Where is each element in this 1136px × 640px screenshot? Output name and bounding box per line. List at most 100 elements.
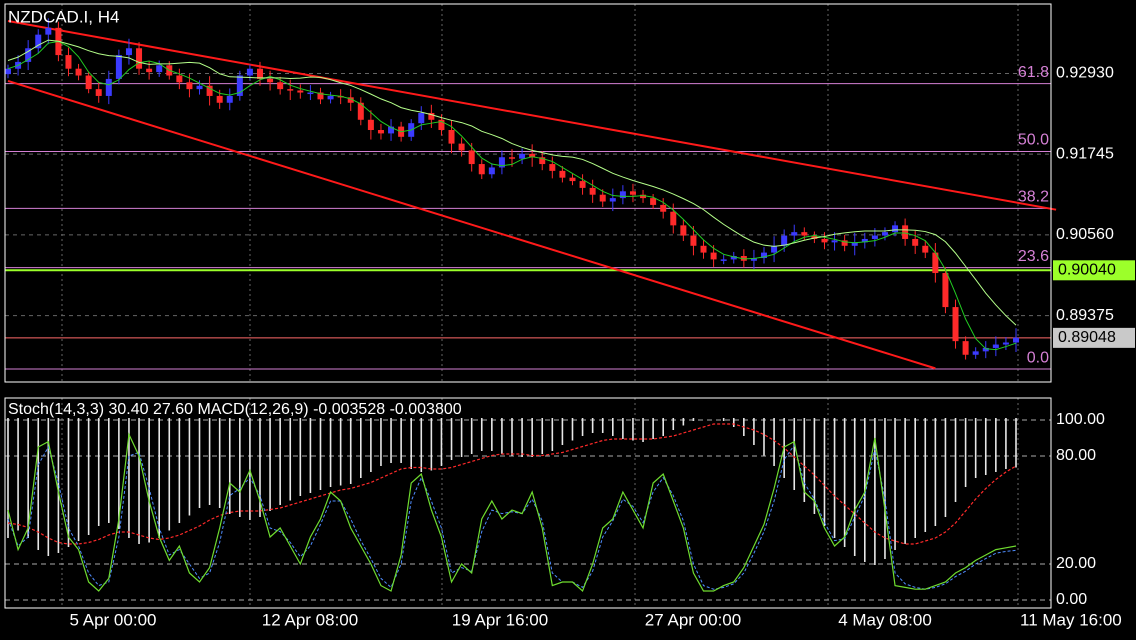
- price-tick-label: 0.89375: [1056, 307, 1114, 324]
- channel-upper-line: [7, 20, 1057, 211]
- candle-body: [952, 307, 959, 342]
- candle-body: [922, 245, 929, 253]
- candle-body: [811, 235, 818, 239]
- candle-body: [720, 259, 727, 261]
- candle-body: [529, 153, 536, 158]
- candle-body: [559, 170, 566, 178]
- candle-body: [670, 211, 677, 226]
- candle-body: [75, 68, 82, 76]
- candle-body: [65, 55, 72, 69]
- candle-body: [549, 164, 556, 171]
- candle-body: [831, 240, 838, 243]
- price-levels: [5, 269, 1051, 339]
- candle-body: [609, 198, 616, 202]
- price-tick-label: 0.92930: [1056, 65, 1114, 82]
- candle-body: [579, 181, 586, 188]
- candle-body: [95, 89, 102, 96]
- candle-body: [498, 157, 505, 168]
- candle-body: [761, 252, 767, 259]
- candle-body: [640, 194, 647, 199]
- candle-body: [317, 92, 324, 100]
- candle-body: [236, 75, 243, 96]
- candle-body: [468, 150, 475, 165]
- candle-body: [932, 252, 939, 274]
- x-tick-label: 12 Apr 08:00: [262, 610, 358, 629]
- candle-body: [257, 68, 263, 79]
- candle-body: [438, 119, 445, 130]
- fib-label: 23.6: [1018, 248, 1049, 265]
- stoch-signal-line: [7, 444, 1017, 590]
- candle-body: [599, 194, 606, 202]
- candle-body: [125, 48, 132, 56]
- candle-body: [892, 225, 899, 233]
- x-tick-label: 5 Apr 00:00: [70, 610, 157, 629]
- candle-body: [660, 204, 667, 212]
- price-tick-label: 0.91745: [1056, 145, 1114, 162]
- stochastic-lines: [7, 432, 1017, 593]
- candle-body: [115, 55, 122, 79]
- fib-label: 50.0: [1018, 132, 1049, 149]
- sub-panel-border: [4, 397, 1052, 609]
- candle-body: [307, 92, 314, 95]
- macd-signal-line: [7, 423, 1017, 545]
- candle-body: [851, 242, 858, 246]
- candle-body: [136, 48, 143, 69]
- price-tick-label: 0.90560: [1056, 226, 1114, 243]
- candle-body: [156, 65, 163, 73]
- candle-body: [861, 238, 868, 243]
- candle-body: [750, 258, 757, 261]
- candle-body: [5, 68, 11, 75]
- fib-label: 61.8: [1018, 64, 1049, 81]
- candle-body: [277, 82, 284, 90]
- candle-body: [478, 164, 485, 175]
- candle-body: [216, 95, 223, 103]
- x-tick-label: 19 Apr 16:00: [452, 610, 548, 629]
- candle-body: [871, 235, 878, 239]
- x-tick-label: 4 May 08:00: [838, 610, 932, 629]
- stoch-main-line: [7, 432, 1017, 593]
- candle-body: [186, 82, 193, 90]
- candle-body: [589, 187, 596, 195]
- candle-body: [267, 78, 274, 83]
- macd-signal-line: [7, 423, 1017, 545]
- candle-body: [196, 85, 203, 90]
- stoch-tick-label: 20.00: [1056, 555, 1096, 572]
- candle-body: [942, 273, 949, 308]
- candle-body: [1013, 337, 1019, 343]
- chart-title: NZDCAD.I, H4: [8, 7, 119, 26]
- candle-body: [791, 232, 798, 236]
- candle-body: [418, 112, 425, 124]
- candle-body: [821, 238, 828, 243]
- candle-body: [629, 191, 636, 195]
- candle-body: [509, 157, 515, 159]
- trend-channel: [7, 20, 1057, 370]
- candle-body: [45, 27, 52, 35]
- candle-body: [206, 85, 213, 96]
- candle-body: [146, 68, 153, 73]
- candle-body: [448, 130, 455, 144]
- candle-body: [962, 341, 969, 355]
- candle-body: [650, 198, 657, 205]
- candle-body: [327, 95, 334, 100]
- candle-body: [781, 235, 788, 246]
- x-tick-label: 11 May 16:00: [1020, 610, 1122, 629]
- indicator-legend: Stoch(14,3,3) 30.40 27.60 MACD(12,26,9) …: [8, 401, 462, 418]
- candle-body: [377, 130, 384, 134]
- stoch-tick-label: 100.00: [1056, 411, 1105, 428]
- candle-body: [619, 191, 626, 199]
- candle-body: [388, 126, 395, 134]
- candle-body: [982, 347, 989, 352]
- candle-body: [801, 232, 808, 236]
- candle-body: [680, 225, 687, 236]
- x-tick-label: 27 Apr 00:00: [645, 610, 741, 629]
- green-level-price-box: [1053, 260, 1135, 281]
- candle-body: [85, 75, 92, 90]
- fast-ma-line: [7, 40, 1017, 351]
- slow-ma-line: [7, 39, 1017, 326]
- candle-body: [992, 344, 999, 348]
- candle-body: [700, 245, 707, 253]
- candle-body: [488, 167, 495, 175]
- current-price-box: [1053, 327, 1135, 348]
- candle-body: [519, 153, 526, 159]
